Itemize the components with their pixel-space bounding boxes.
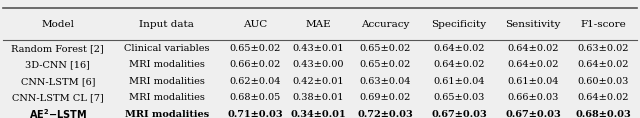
- Text: 0.60±0.03: 0.60±0.03: [578, 77, 629, 86]
- Text: 0.38±0.01: 0.38±0.01: [292, 93, 344, 102]
- Text: Accuracy: Accuracy: [361, 20, 410, 29]
- Text: Specificity: Specificity: [431, 20, 486, 29]
- Text: 0.67±0.03: 0.67±0.03: [431, 110, 487, 118]
- Text: MRI modalities: MRI modalities: [129, 93, 205, 102]
- Text: MRI modalities: MRI modalities: [125, 110, 209, 118]
- Text: 0.43±0.01: 0.43±0.01: [292, 44, 344, 53]
- Text: Model: Model: [41, 20, 74, 29]
- Text: 0.67±0.03: 0.67±0.03: [505, 110, 561, 118]
- Text: 0.64±0.02: 0.64±0.02: [508, 44, 559, 53]
- Text: 0.72±0.03: 0.72±0.03: [357, 110, 413, 118]
- Text: 0.68±0.03: 0.68±0.03: [575, 110, 631, 118]
- Text: AUC: AUC: [243, 20, 267, 29]
- Text: MRI modalities: MRI modalities: [129, 77, 205, 86]
- Text: 0.64±0.02: 0.64±0.02: [433, 60, 484, 69]
- Text: 0.42±0.01: 0.42±0.01: [292, 77, 344, 86]
- Text: 0.65±0.02: 0.65±0.02: [360, 44, 411, 53]
- Text: 0.65±0.03: 0.65±0.03: [433, 93, 484, 102]
- Text: CNN-LSTM CL [7]: CNN-LSTM CL [7]: [12, 93, 104, 102]
- Text: 0.65±0.02: 0.65±0.02: [360, 60, 411, 69]
- Text: 0.66±0.03: 0.66±0.03: [508, 93, 559, 102]
- Text: 0.66±0.02: 0.66±0.02: [229, 60, 280, 69]
- Text: 0.62±0.04: 0.62±0.04: [229, 77, 280, 86]
- Text: 0.64±0.02: 0.64±0.02: [433, 44, 484, 53]
- Text: 0.63±0.04: 0.63±0.04: [360, 77, 411, 86]
- Text: Clinical variables: Clinical variables: [124, 44, 210, 53]
- Text: 0.61±0.04: 0.61±0.04: [508, 77, 559, 86]
- Text: Sensitivity: Sensitivity: [505, 20, 561, 29]
- Text: MRI modalities: MRI modalities: [129, 60, 205, 69]
- Text: 0.43±0.00: 0.43±0.00: [292, 60, 344, 69]
- Text: 0.64±0.02: 0.64±0.02: [578, 60, 629, 69]
- Text: 0.34±0.01: 0.34±0.01: [291, 110, 346, 118]
- Text: CNN-LSTM [6]: CNN-LSTM [6]: [20, 77, 95, 86]
- Text: MAE: MAE: [305, 20, 331, 29]
- Text: 3D-CNN [16]: 3D-CNN [16]: [26, 60, 90, 69]
- Text: 0.71±0.03: 0.71±0.03: [227, 110, 283, 118]
- Text: Input data: Input data: [140, 20, 195, 29]
- Text: 0.61±0.04: 0.61±0.04: [433, 77, 484, 86]
- Text: $\mathbf{AE^2}$$\mathbf{-LSTM}$: $\mathbf{AE^2}$$\mathbf{-LSTM}$: [29, 108, 87, 118]
- Text: 0.64±0.02: 0.64±0.02: [508, 60, 559, 69]
- Text: F1-score: F1-score: [580, 20, 626, 29]
- Text: 0.68±0.05: 0.68±0.05: [229, 93, 280, 102]
- Text: 0.63±0.02: 0.63±0.02: [578, 44, 629, 53]
- Text: 0.69±0.02: 0.69±0.02: [360, 93, 411, 102]
- Text: Random Forest [2]: Random Forest [2]: [12, 44, 104, 53]
- Text: 0.64±0.02: 0.64±0.02: [578, 93, 629, 102]
- Text: 0.65±0.02: 0.65±0.02: [229, 44, 280, 53]
